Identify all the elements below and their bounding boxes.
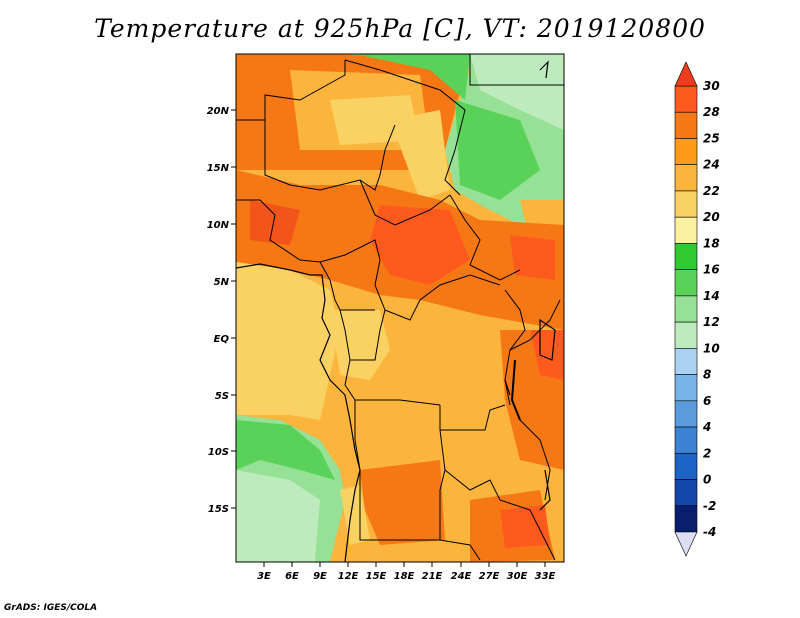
lat-tick-label: 10N	[207, 220, 230, 231]
colorbar-label: 4	[702, 420, 711, 434]
lon-tick-label: 9E	[313, 571, 327, 582]
colorbar-label: 22	[703, 184, 720, 198]
lon-tick-label: 15E	[366, 571, 387, 582]
colorbar-label: -4	[703, 525, 716, 539]
lat-tick-label: 10S	[208, 447, 229, 458]
colorbar-label: 18	[703, 236, 720, 250]
colorbar-segment	[674, 479, 698, 507]
colorbar-label: 24	[703, 158, 720, 172]
map-frame	[235, 53, 565, 563]
colorbar-label: 28	[703, 105, 720, 119]
colorbar-min-arrow	[674, 531, 698, 557]
lon-tick-label: 6E	[285, 571, 299, 582]
lat-tick-label: 5S	[215, 391, 229, 402]
lon-tick-label: 3E	[257, 571, 271, 582]
lon-axis: 3E 6E 9E 12E 15E 18E 21E 24E 27E 30E 33E	[257, 562, 556, 582]
colorbar-segment	[674, 269, 698, 297]
colorbar-segment	[674, 138, 698, 166]
colorbar-label: 16	[703, 263, 720, 277]
lat-tick-label: 20N	[207, 106, 230, 117]
lon-tick-label: 24E	[451, 571, 472, 582]
colorbar-segment	[674, 400, 698, 428]
colorbar-segment	[674, 452, 698, 480]
lon-tick-label: 18E	[394, 571, 415, 582]
lon-tick-label: 27E	[479, 571, 500, 582]
lon-tick-label: 33E	[535, 571, 556, 582]
temperature-field	[236, 54, 564, 562]
colorbar-label: 25	[703, 131, 720, 145]
colorbar-label: 20	[703, 210, 720, 224]
colorbar-label: 6	[703, 394, 711, 408]
colorbar-segment	[674, 216, 698, 244]
lat-tick-label: 15S	[208, 504, 229, 515]
lon-tick-label: 21E	[422, 571, 443, 582]
lat-tick-label: EQ	[214, 334, 230, 345]
colorbar-label: 0	[703, 473, 711, 487]
colorbar-segment	[674, 505, 698, 533]
colorbar-label: 14	[703, 289, 720, 303]
colorbar-segment	[674, 374, 698, 402]
colorbar-label: 8	[703, 368, 711, 382]
colorbar-segment	[674, 295, 698, 323]
country-borders	[236, 54, 564, 561]
lat-tick-label: 15N	[207, 163, 230, 174]
colorbar-max-arrow	[674, 61, 698, 87]
colorbar-segment	[674, 85, 698, 113]
colorbar-segment	[674, 426, 698, 454]
page-title: Temperature at 925hPa [C], VT: 201912080…	[94, 14, 706, 43]
colorbar-segment	[674, 321, 698, 349]
lat-tick-label: 5N	[214, 277, 230, 288]
colorbar-label: 10	[703, 341, 720, 355]
lat-axis: 20N 15N 10N 5N EQ 5S 10S 15S	[207, 106, 236, 515]
lon-tick-label: 12E	[338, 571, 359, 582]
coastline	[236, 60, 556, 562]
colorbar-segment	[674, 190, 698, 218]
colorbar-label: 2	[703, 446, 711, 460]
colorbar-segment	[674, 243, 698, 270]
credit-label: GrADS: IGES/COLA	[4, 603, 98, 613]
colorbar-segment	[674, 348, 698, 375]
colorbar-label: -2	[703, 499, 716, 513]
lon-tick-label: 30E	[507, 571, 528, 582]
colorbar-segment	[674, 164, 698, 192]
colorbar-label: 12	[703, 315, 720, 329]
colorbar-segment	[674, 111, 698, 139]
colorbar-label: 30	[703, 79, 720, 93]
